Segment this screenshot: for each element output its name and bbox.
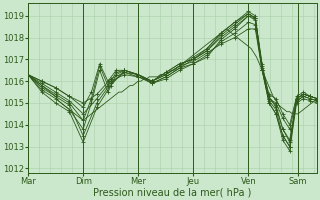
X-axis label: Pression niveau de la mer( hPa ): Pression niveau de la mer( hPa ) — [93, 187, 252, 197]
